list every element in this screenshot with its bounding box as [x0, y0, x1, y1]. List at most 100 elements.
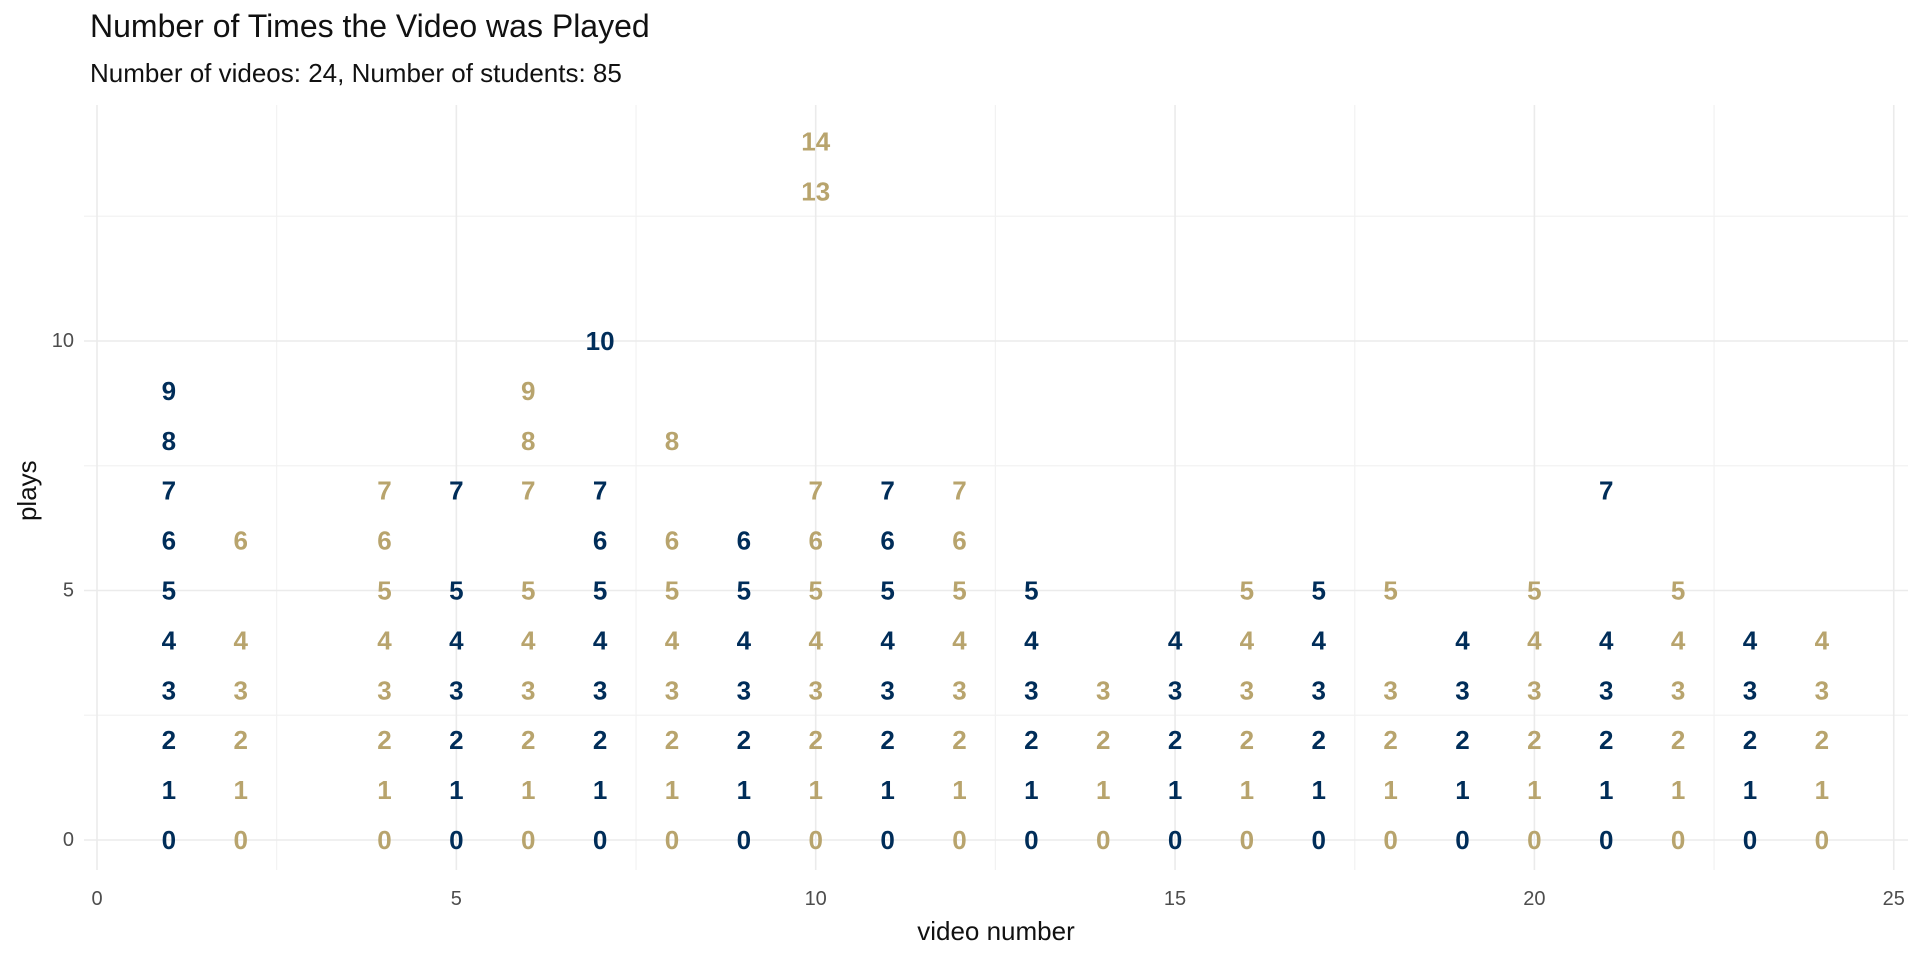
data-label-video-9-plays-2: 2: [737, 725, 751, 755]
data-label-video-13-plays-2: 2: [1024, 725, 1038, 755]
x-tick-label: 15: [1164, 888, 1186, 910]
data-label-video-4-plays-2: 2: [377, 725, 391, 755]
data-label-video-1-plays-0: 0: [162, 825, 176, 855]
data-label-video-6-plays-1: 1: [521, 775, 535, 805]
data-label-video-4-plays-5: 5: [377, 576, 391, 606]
data-label-video-9-plays-5: 5: [737, 576, 751, 606]
data-label-video-20-plays-0: 0: [1527, 825, 1541, 855]
data-label-video-8-plays-4: 4: [665, 625, 680, 655]
data-label-video-24-plays-3: 3: [1815, 675, 1829, 705]
data-label-video-19-plays-1: 1: [1455, 775, 1469, 805]
data-label-video-6-plays-8: 8: [521, 426, 535, 456]
data-label-video-22-plays-0: 0: [1671, 825, 1685, 855]
data-label-video-10-plays-0: 0: [808, 825, 822, 855]
data-label-video-12-plays-7: 7: [952, 476, 966, 506]
data-label-video-12-plays-3: 3: [952, 675, 966, 705]
data-label-video-10-plays-3: 3: [808, 675, 822, 705]
data-label-video-5-plays-3: 3: [449, 675, 463, 705]
data-label-video-15-plays-0: 0: [1168, 825, 1182, 855]
data-label-video-9-plays-6: 6: [737, 526, 751, 556]
grid-minor-lines: [84, 105, 1908, 870]
data-label-video-21-plays-3: 3: [1599, 675, 1613, 705]
data-label-video-2-plays-3: 3: [234, 675, 248, 705]
data-label-video-15-plays-1: 1: [1168, 775, 1182, 805]
data-label-video-9-plays-3: 3: [737, 675, 751, 705]
data-label-video-17-plays-5: 5: [1312, 576, 1326, 606]
data-label-video-2-plays-6: 6: [234, 526, 248, 556]
data-label-video-21-plays-0: 0: [1599, 825, 1613, 855]
data-label-video-8-plays-2: 2: [665, 725, 679, 755]
x-tick-label: 25: [1883, 888, 1905, 910]
data-label-video-19-plays-4: 4: [1455, 625, 1470, 655]
data-label-video-10-plays-14: 14: [801, 126, 830, 156]
data-label-video-10-plays-5: 5: [808, 576, 822, 606]
x-tick-label: 20: [1523, 888, 1545, 910]
chart-title: Number of Times the Video was Played: [90, 8, 650, 44]
data-label-video-19-plays-0: 0: [1455, 825, 1469, 855]
chart-subtitle: Number of videos: 24, Number of students…: [90, 58, 622, 88]
data-label-video-7-plays-6: 6: [593, 526, 607, 556]
data-label-video-16-plays-0: 0: [1240, 825, 1254, 855]
data-label-video-8-plays-8: 8: [665, 426, 679, 456]
data-label-video-7-plays-0: 0: [593, 825, 607, 855]
y-axis-tick-labels: 0 5 10: [52, 330, 74, 851]
data-label-video-7-plays-5: 5: [593, 576, 607, 606]
data-label-video-13-plays-1: 1: [1024, 775, 1038, 805]
data-label-video-5-plays-1: 1: [449, 775, 463, 805]
y-axis-title: plays: [12, 460, 42, 521]
data-label-video-8-plays-6: 6: [665, 526, 679, 556]
data-label-video-14-plays-1: 1: [1096, 775, 1110, 805]
data-label-video-11-plays-6: 6: [880, 526, 894, 556]
data-label-video-11-plays-7: 7: [880, 476, 894, 506]
data-label-video-1-plays-9: 9: [162, 376, 176, 406]
data-label-video-24-plays-0: 0: [1815, 825, 1829, 855]
y-tick-label: 10: [52, 330, 74, 352]
data-label-video-16-plays-5: 5: [1240, 576, 1254, 606]
data-label-video-15-plays-3: 3: [1168, 675, 1182, 705]
data-label-video-11-plays-4: 4: [880, 625, 895, 655]
x-tick-label: 0: [91, 888, 102, 910]
data-label-video-13-plays-3: 3: [1024, 675, 1038, 705]
data-label-video-12-plays-0: 0: [952, 825, 966, 855]
data-label-video-7-plays-1: 1: [593, 775, 607, 805]
data-label-video-20-plays-4: 4: [1527, 625, 1542, 655]
data-label-video-7-plays-10: 10: [586, 326, 615, 356]
data-label-video-14-plays-2: 2: [1096, 725, 1110, 755]
data-label-video-22-plays-1: 1: [1671, 775, 1685, 805]
data-label-video-22-plays-5: 5: [1671, 576, 1685, 606]
data-label-video-1-plays-1: 1: [162, 775, 176, 805]
data-label-video-10-plays-7: 7: [808, 476, 822, 506]
data-label-video-2-plays-1: 1: [234, 775, 248, 805]
data-label-video-13-plays-5: 5: [1024, 576, 1038, 606]
data-label-video-1-plays-7: 7: [162, 476, 176, 506]
data-label-video-20-plays-5: 5: [1527, 576, 1541, 606]
x-axis-title: video number: [917, 916, 1075, 946]
data-label-video-5-plays-2: 2: [449, 725, 463, 755]
data-label-video-6-plays-7: 7: [521, 476, 535, 506]
data-label-video-6-plays-2: 2: [521, 725, 535, 755]
data-label-video-20-plays-1: 1: [1527, 775, 1541, 805]
data-label-video-10-plays-1: 1: [808, 775, 822, 805]
data-label-video-1-plays-2: 2: [162, 725, 176, 755]
data-label-video-10-plays-13: 13: [801, 176, 830, 206]
data-label-video-1-plays-3: 3: [162, 675, 176, 705]
data-label-video-6-plays-9: 9: [521, 376, 535, 406]
data-label-video-18-plays-0: 0: [1383, 825, 1397, 855]
data-label-video-2-plays-2: 2: [234, 725, 248, 755]
data-label-video-11-plays-0: 0: [880, 825, 894, 855]
data-label-video-4-plays-7: 7: [377, 476, 391, 506]
grid-major-lines: [84, 105, 1908, 870]
data-label-video-8-plays-5: 5: [665, 576, 679, 606]
data-label-video-17-plays-2: 2: [1312, 725, 1326, 755]
data-label-video-6-plays-3: 3: [521, 675, 535, 705]
data-label-video-20-plays-2: 2: [1527, 725, 1541, 755]
data-label-video-5-plays-4: 4: [449, 625, 464, 655]
data-label-video-1-plays-5: 5: [162, 576, 176, 606]
x-axis-tick-labels: 0 5 10 15 20 25: [91, 888, 1904, 910]
data-label-video-11-plays-5: 5: [880, 576, 894, 606]
data-label-video-5-plays-0: 0: [449, 825, 463, 855]
data-label-video-20-plays-3: 3: [1527, 675, 1541, 705]
data-label-video-23-plays-1: 1: [1743, 775, 1757, 805]
